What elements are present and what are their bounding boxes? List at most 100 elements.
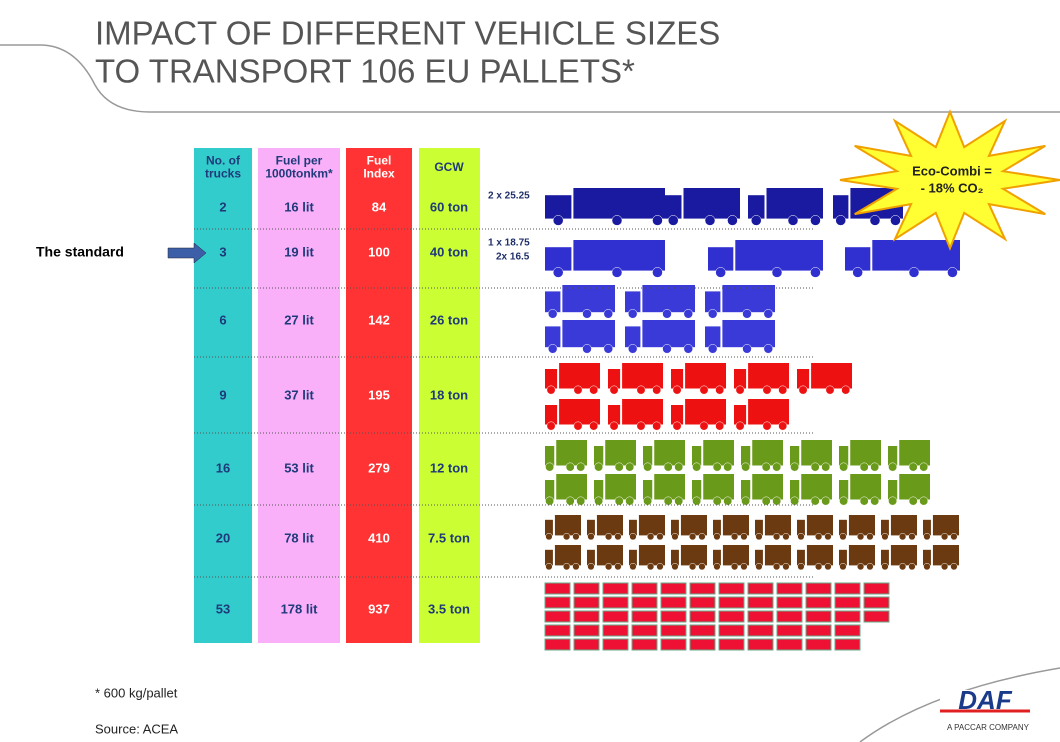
column-bg bbox=[346, 148, 412, 643]
truck-cab bbox=[748, 195, 765, 219]
wheel bbox=[761, 462, 771, 472]
wheel bbox=[950, 532, 958, 541]
wheel bbox=[565, 496, 575, 506]
mini-truck bbox=[573, 624, 600, 637]
combo-label: 2x 16.5 bbox=[496, 252, 530, 263]
mini-truck bbox=[544, 638, 571, 651]
truck-cab bbox=[741, 446, 751, 466]
table-cell: 100 bbox=[368, 244, 390, 259]
wheel bbox=[715, 421, 725, 431]
wheel bbox=[692, 462, 702, 472]
wheel bbox=[839, 496, 849, 506]
table-cell: 3 bbox=[219, 244, 226, 259]
truck-body bbox=[683, 188, 740, 219]
wheel bbox=[723, 496, 733, 506]
wheel bbox=[940, 532, 949, 541]
wheel bbox=[772, 532, 781, 541]
wheel bbox=[782, 532, 790, 541]
truck-cab bbox=[708, 247, 734, 271]
wheel bbox=[683, 344, 694, 354]
truck-cab bbox=[797, 519, 805, 536]
wheel bbox=[730, 562, 739, 571]
mini-truck bbox=[602, 638, 629, 651]
wheel bbox=[869, 215, 881, 226]
truck-cab bbox=[545, 446, 555, 466]
wheel bbox=[674, 462, 684, 472]
truck-cab bbox=[625, 291, 641, 313]
footnote: * 600 kg/pallet bbox=[95, 685, 178, 700]
wheel bbox=[663, 496, 673, 506]
wheel bbox=[552, 267, 564, 278]
truck-cab bbox=[839, 519, 847, 536]
wheel bbox=[712, 496, 722, 506]
wheel bbox=[614, 496, 624, 506]
truck-body bbox=[722, 515, 749, 536]
truck-cab bbox=[643, 446, 653, 466]
wheel bbox=[576, 496, 586, 506]
wheel bbox=[763, 344, 774, 354]
truck-cab bbox=[545, 480, 555, 500]
wheel bbox=[643, 462, 653, 472]
wheel bbox=[603, 309, 614, 319]
truck-cab bbox=[545, 369, 558, 389]
wheel bbox=[870, 462, 880, 472]
wheel bbox=[866, 562, 874, 571]
wheel bbox=[546, 385, 556, 395]
wheel bbox=[627, 309, 638, 319]
wheel bbox=[835, 215, 846, 226]
truck-cab bbox=[545, 549, 553, 566]
truck-body bbox=[811, 363, 852, 389]
mini-truck bbox=[747, 610, 774, 623]
wheel bbox=[589, 385, 599, 395]
wheel bbox=[735, 421, 745, 431]
wheel bbox=[881, 562, 889, 571]
truck-body bbox=[806, 545, 833, 566]
truck-cab bbox=[797, 549, 805, 566]
wheel bbox=[652, 215, 663, 226]
wheel bbox=[881, 532, 889, 541]
truck-body bbox=[680, 545, 707, 566]
truck-cab bbox=[923, 519, 931, 536]
mini-truck bbox=[776, 582, 803, 595]
wheel bbox=[656, 562, 664, 571]
truck-body bbox=[654, 440, 685, 466]
table-cell: 16 bbox=[216, 460, 230, 475]
truck-body bbox=[703, 440, 734, 466]
mini-truck bbox=[544, 624, 571, 637]
table-cell: 178 lit bbox=[281, 601, 319, 616]
wheel bbox=[614, 462, 624, 472]
mini-truck bbox=[602, 596, 629, 609]
wheel bbox=[755, 562, 763, 571]
mini-truck bbox=[631, 610, 658, 623]
wheel bbox=[740, 562, 748, 571]
wheel bbox=[636, 421, 646, 431]
wheel bbox=[870, 496, 880, 506]
wheel bbox=[923, 532, 931, 541]
truck-body bbox=[685, 363, 726, 389]
wheel bbox=[547, 309, 558, 319]
truck-cab bbox=[790, 480, 800, 500]
mini-truck bbox=[573, 638, 600, 651]
mini-truck bbox=[776, 624, 803, 637]
truck-cab bbox=[741, 480, 751, 500]
mini-truck bbox=[718, 610, 745, 623]
mini-truck bbox=[689, 582, 716, 595]
truck-cab bbox=[671, 369, 684, 389]
wheel bbox=[713, 532, 721, 541]
truck-cab bbox=[790, 446, 800, 466]
wheel bbox=[856, 532, 865, 541]
wheel bbox=[671, 532, 679, 541]
truck-body bbox=[559, 399, 600, 425]
truck-cab bbox=[545, 326, 561, 348]
wheel bbox=[565, 462, 575, 472]
table-cell: 937 bbox=[368, 601, 390, 616]
wheel bbox=[761, 496, 771, 506]
mini-truck bbox=[689, 624, 716, 637]
wheel bbox=[576, 462, 586, 472]
column-header: 1000tonkm* bbox=[265, 167, 333, 181]
wheel bbox=[713, 562, 721, 571]
wheel bbox=[742, 344, 752, 354]
mini-truck bbox=[863, 582, 890, 595]
wheel bbox=[787, 215, 799, 226]
wheel bbox=[582, 344, 592, 354]
